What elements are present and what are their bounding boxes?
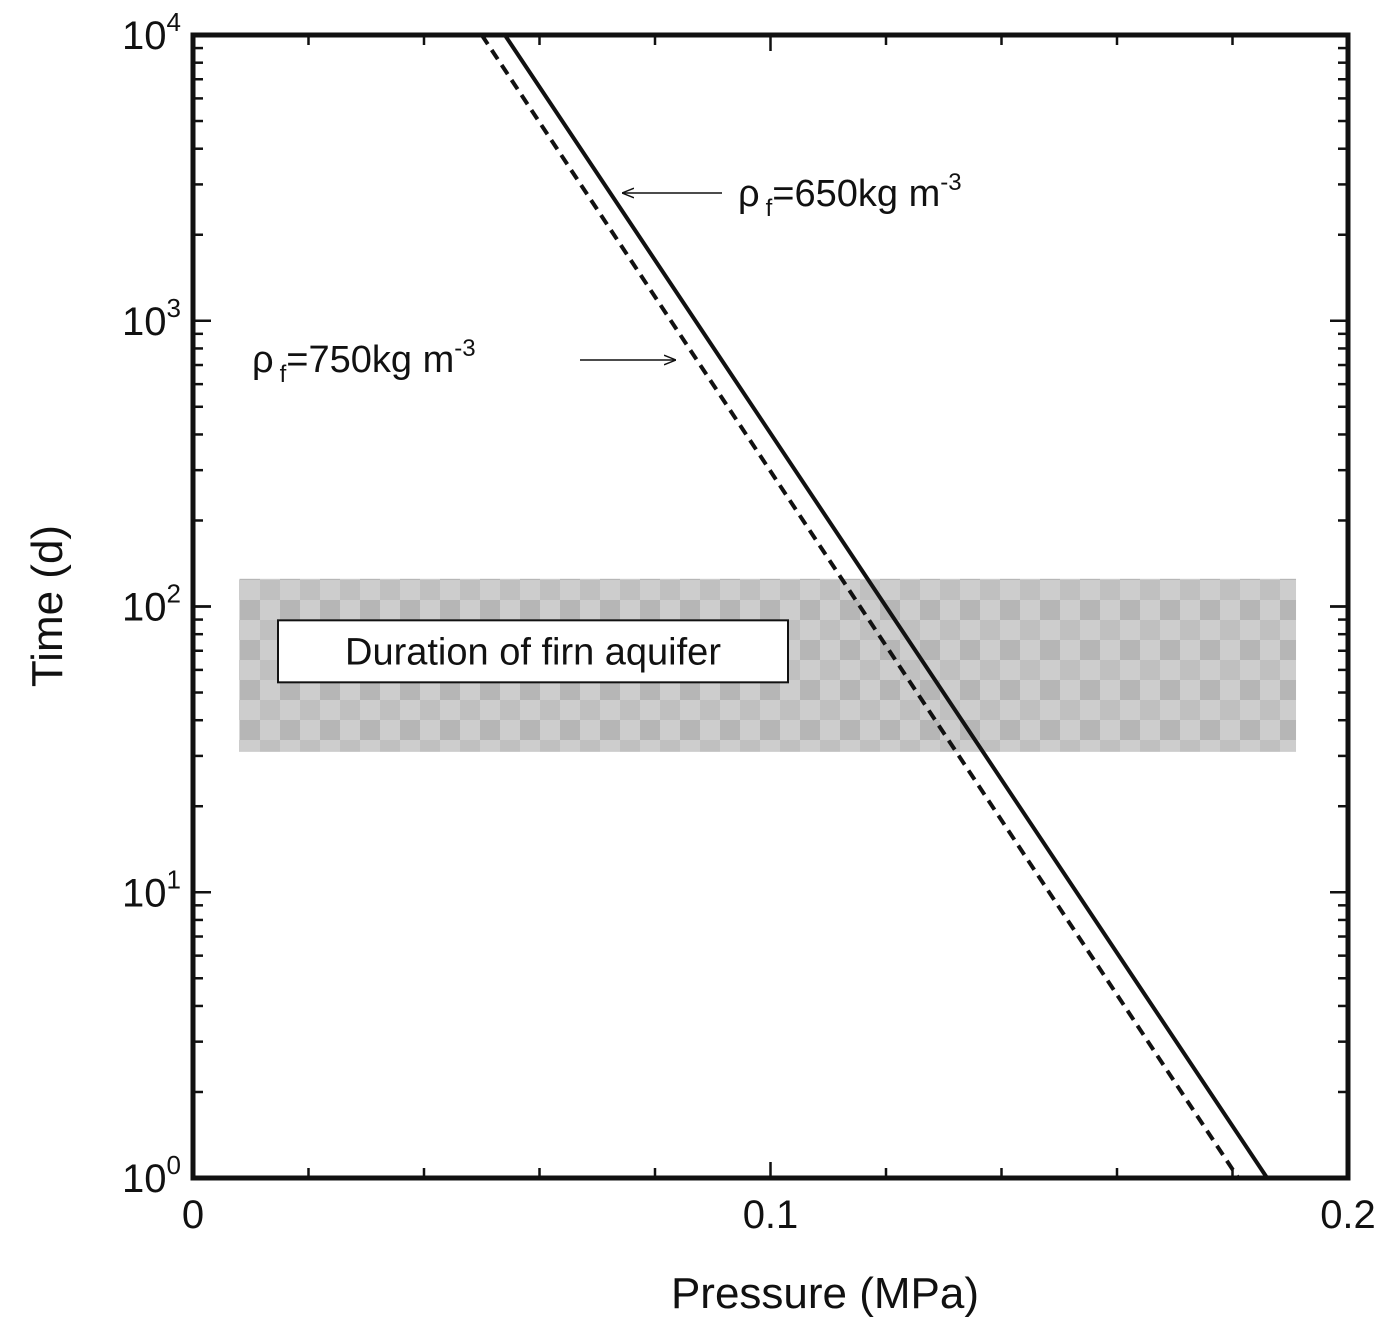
y-tick-label: 100 (122, 1150, 181, 1201)
annotation-750-text: =750kg m (286, 339, 454, 381)
annotation-750-sub: f (280, 361, 287, 388)
svg-text:ρf=650kg m-3: ρ f=650kg m-3 (738, 169, 962, 222)
annotation-750-rho: ρ (252, 339, 274, 381)
annotation-750-sup: -3 (454, 335, 475, 362)
annotation-650-text: =650kg m (772, 173, 940, 215)
series-line-dashed (480, 33, 1240, 1180)
x-axis-label: Pressure (MPa) (671, 1269, 979, 1318)
y-tick-label: 101 (122, 864, 181, 915)
x-tick-label: 0.2 (1320, 1193, 1376, 1237)
annotation-650-sub: f (766, 195, 773, 222)
x-tick-label: 0.1 (743, 1193, 799, 1237)
y-axis-label: Time (d) (23, 525, 72, 687)
y-tick-label: 102 (122, 579, 181, 630)
x-tick-label: 0 (182, 1193, 204, 1237)
y-tick-label: 104 (122, 7, 181, 58)
band-label: Duration of firn aquifer (345, 631, 721, 673)
band-label-box (277, 619, 789, 684)
svg-text:ρf=750kg m-3: ρ f=750kg m-3 (252, 335, 476, 388)
annotation-650-rho: ρ (738, 173, 760, 215)
y-tick-label: 103 (122, 293, 181, 344)
series-line-solid (503, 33, 1269, 1180)
annotation-650: ρ f=650kg m-3 (622, 169, 962, 222)
annotation-650-sup: -3 (940, 169, 961, 196)
annotation-750: ρ f=750kg m-3 (252, 335, 676, 388)
